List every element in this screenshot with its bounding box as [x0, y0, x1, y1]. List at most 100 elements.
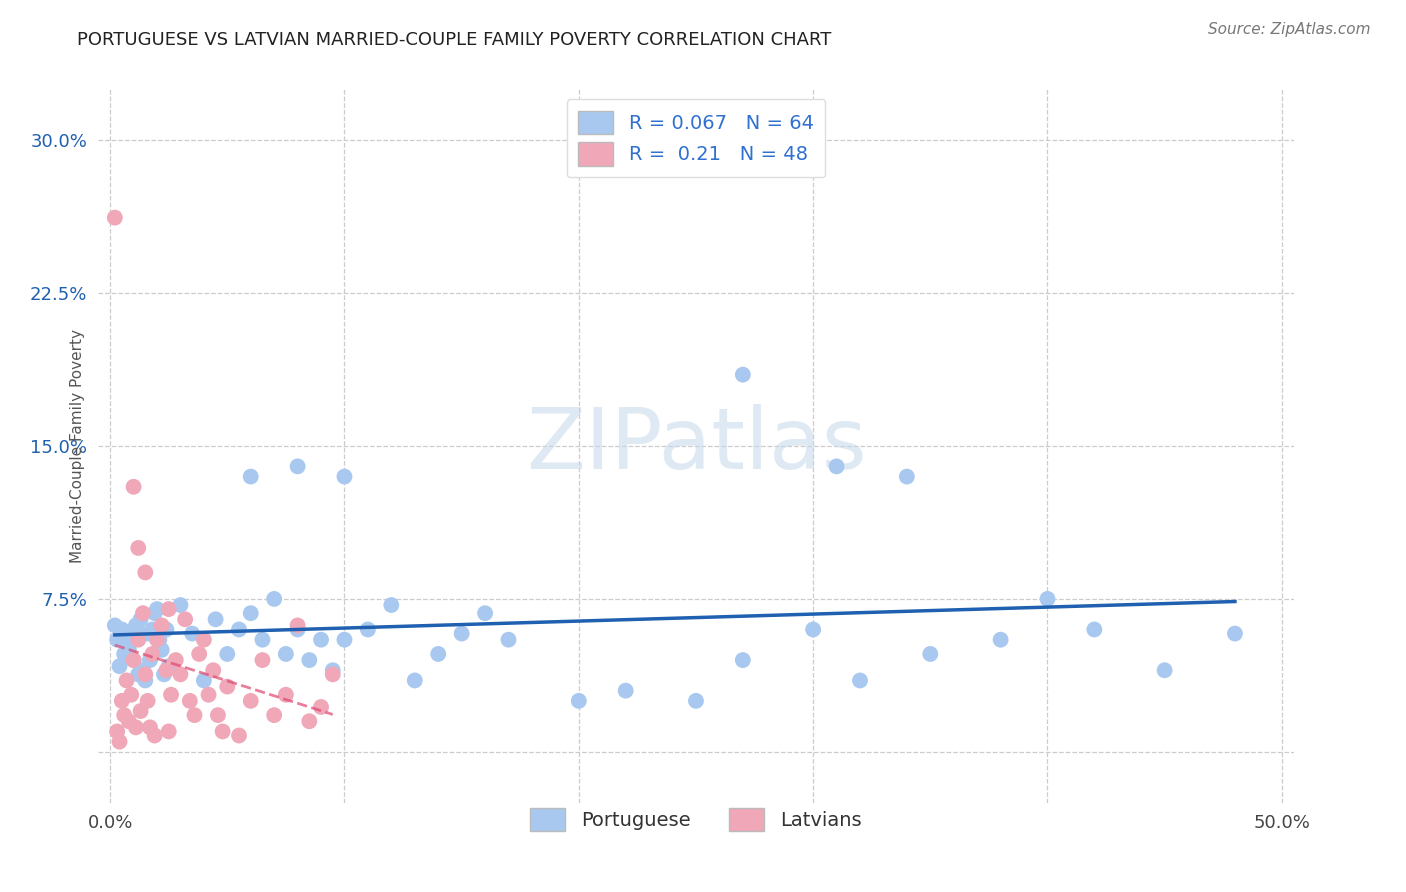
Point [157, 724, 180, 739]
Point [115, 673, 138, 688]
Point [132, 606, 155, 620]
Point [129, 612, 152, 626]
Point [239, 469, 262, 483]
Point [287, 459, 309, 474]
Point [990, 632, 1012, 647]
Point [139, 720, 162, 734]
Point [165, 653, 187, 667]
Point [112, 708, 135, 723]
Point [252, 632, 274, 647]
Point [896, 469, 918, 483]
Point [211, 724, 233, 739]
Point [309, 700, 332, 714]
Point [188, 647, 211, 661]
Point [427, 647, 450, 661]
Point [120, 688, 142, 702]
Point [287, 623, 309, 637]
Point [125, 720, 148, 734]
Point [104, 618, 127, 632]
Point [108, 659, 131, 673]
Point [112, 647, 135, 661]
Point [169, 598, 191, 612]
Point [139, 653, 162, 667]
Point [141, 647, 163, 661]
Point [146, 602, 169, 616]
Point [217, 680, 239, 694]
Point [193, 673, 215, 688]
Text: Source: ZipAtlas.com: Source: ZipAtlas.com [1208, 22, 1371, 37]
Point [111, 623, 134, 637]
Point [115, 632, 138, 647]
Point [568, 694, 591, 708]
Point [614, 683, 637, 698]
Point [263, 708, 285, 723]
Point [274, 647, 297, 661]
Point [127, 667, 149, 681]
Point [120, 626, 142, 640]
Point [132, 663, 155, 677]
Point [125, 618, 148, 632]
Text: PORTUGUESE VS LATVIAN MARRIED-COUPLE FAMILY POVERTY CORRELATION CHART: PORTUGUESE VS LATVIAN MARRIED-COUPLE FAM… [77, 31, 832, 49]
Point [148, 632, 170, 647]
Point [127, 632, 149, 647]
Legend: Portuguese, Latvians: Portuguese, Latvians [519, 796, 873, 843]
Point [849, 673, 872, 688]
Point [217, 647, 239, 661]
Point [1223, 626, 1246, 640]
Point [228, 623, 250, 637]
Point [333, 469, 356, 483]
Point [155, 663, 177, 677]
Point [155, 623, 177, 637]
Point [252, 653, 274, 667]
Point [825, 459, 848, 474]
Text: ZIPatlas: ZIPatlas [526, 404, 866, 488]
Point [169, 667, 191, 681]
Point [357, 623, 380, 637]
Point [105, 632, 128, 647]
Point [150, 643, 173, 657]
Point [105, 724, 128, 739]
Point [207, 708, 229, 723]
Point [731, 368, 754, 382]
Point [197, 688, 219, 702]
Point [134, 667, 156, 681]
Point [450, 626, 472, 640]
Point [801, 623, 824, 637]
Point [1153, 663, 1175, 677]
Point [202, 663, 225, 677]
Point [263, 591, 285, 606]
Point [239, 694, 262, 708]
Point [322, 667, 344, 681]
Point [474, 606, 496, 620]
Point [181, 626, 204, 640]
Point [274, 688, 297, 702]
Point [134, 566, 156, 580]
Point [153, 667, 176, 681]
Point [404, 673, 426, 688]
Point [333, 632, 356, 647]
Point [118, 643, 141, 657]
Point [298, 653, 321, 667]
Point [1036, 591, 1059, 606]
Point [129, 704, 152, 718]
Point [183, 708, 205, 723]
Point [104, 211, 127, 225]
Point [204, 612, 226, 626]
Point [498, 632, 520, 647]
Point [118, 714, 141, 729]
Point [127, 541, 149, 555]
Point [309, 632, 332, 647]
Point [298, 714, 321, 729]
Point [150, 618, 173, 632]
Point [685, 694, 707, 708]
Point [239, 606, 262, 620]
Point [157, 659, 180, 673]
Point [160, 688, 183, 702]
Point [108, 734, 131, 748]
Point [146, 632, 169, 647]
Point [143, 729, 166, 743]
Point [179, 694, 201, 708]
Point [134, 673, 156, 688]
Point [111, 694, 134, 708]
Point [380, 598, 402, 612]
